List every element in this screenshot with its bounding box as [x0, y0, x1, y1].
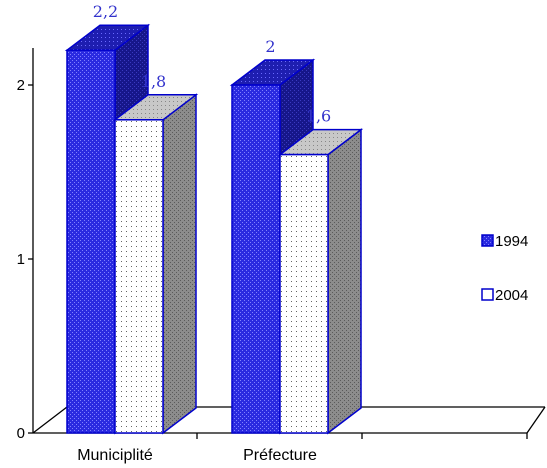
data-label-1994-1: 2,2 — [93, 2, 118, 21]
bar-front-face — [66, 49, 116, 434]
bar-front-face — [279, 153, 329, 434]
data-labels: 2,2 1,8 2 1,6 — [93, 2, 331, 125]
floor-left-edge — [32, 406, 68, 434]
bars — [64, 23, 364, 435]
legend: 1994 2004 — [481, 233, 528, 304]
bar-front-face — [114, 119, 164, 434]
data-label-2004-2: 1,6 — [306, 107, 331, 126]
legend-label-1994: 1994 — [495, 233, 528, 250]
y-tick-label: 2 — [17, 77, 25, 94]
x-ticks — [196, 433, 528, 439]
data-label-1994-2: 2 — [265, 37, 275, 56]
floor-right-edge — [526, 406, 546, 434]
legend-item-1994: 1994 — [481, 233, 528, 250]
bar-side-face — [162, 93, 197, 435]
bar-side-face — [327, 128, 362, 435]
bar-front-face — [231, 84, 281, 434]
y-tick-label: 1 — [17, 251, 25, 268]
category-label-2: Préfecture — [243, 447, 317, 464]
y-ticks: 0 1 2 — [17, 77, 33, 442]
bar-2004-2 — [277, 128, 364, 435]
bar-2004-1 — [112, 93, 199, 435]
y-tick-label: 0 — [17, 425, 25, 442]
data-label-2004-1: 1,8 — [141, 72, 166, 91]
legend-swatch-2004 — [481, 288, 494, 301]
legend-item-2004: 2004 — [481, 287, 528, 304]
category-labels: Municiplité Préfecture — [77, 447, 317, 464]
category-label-1: Municiplité — [77, 447, 153, 464]
legend-label-2004: 2004 — [495, 287, 528, 304]
legend-swatch-1994 — [481, 234, 494, 247]
